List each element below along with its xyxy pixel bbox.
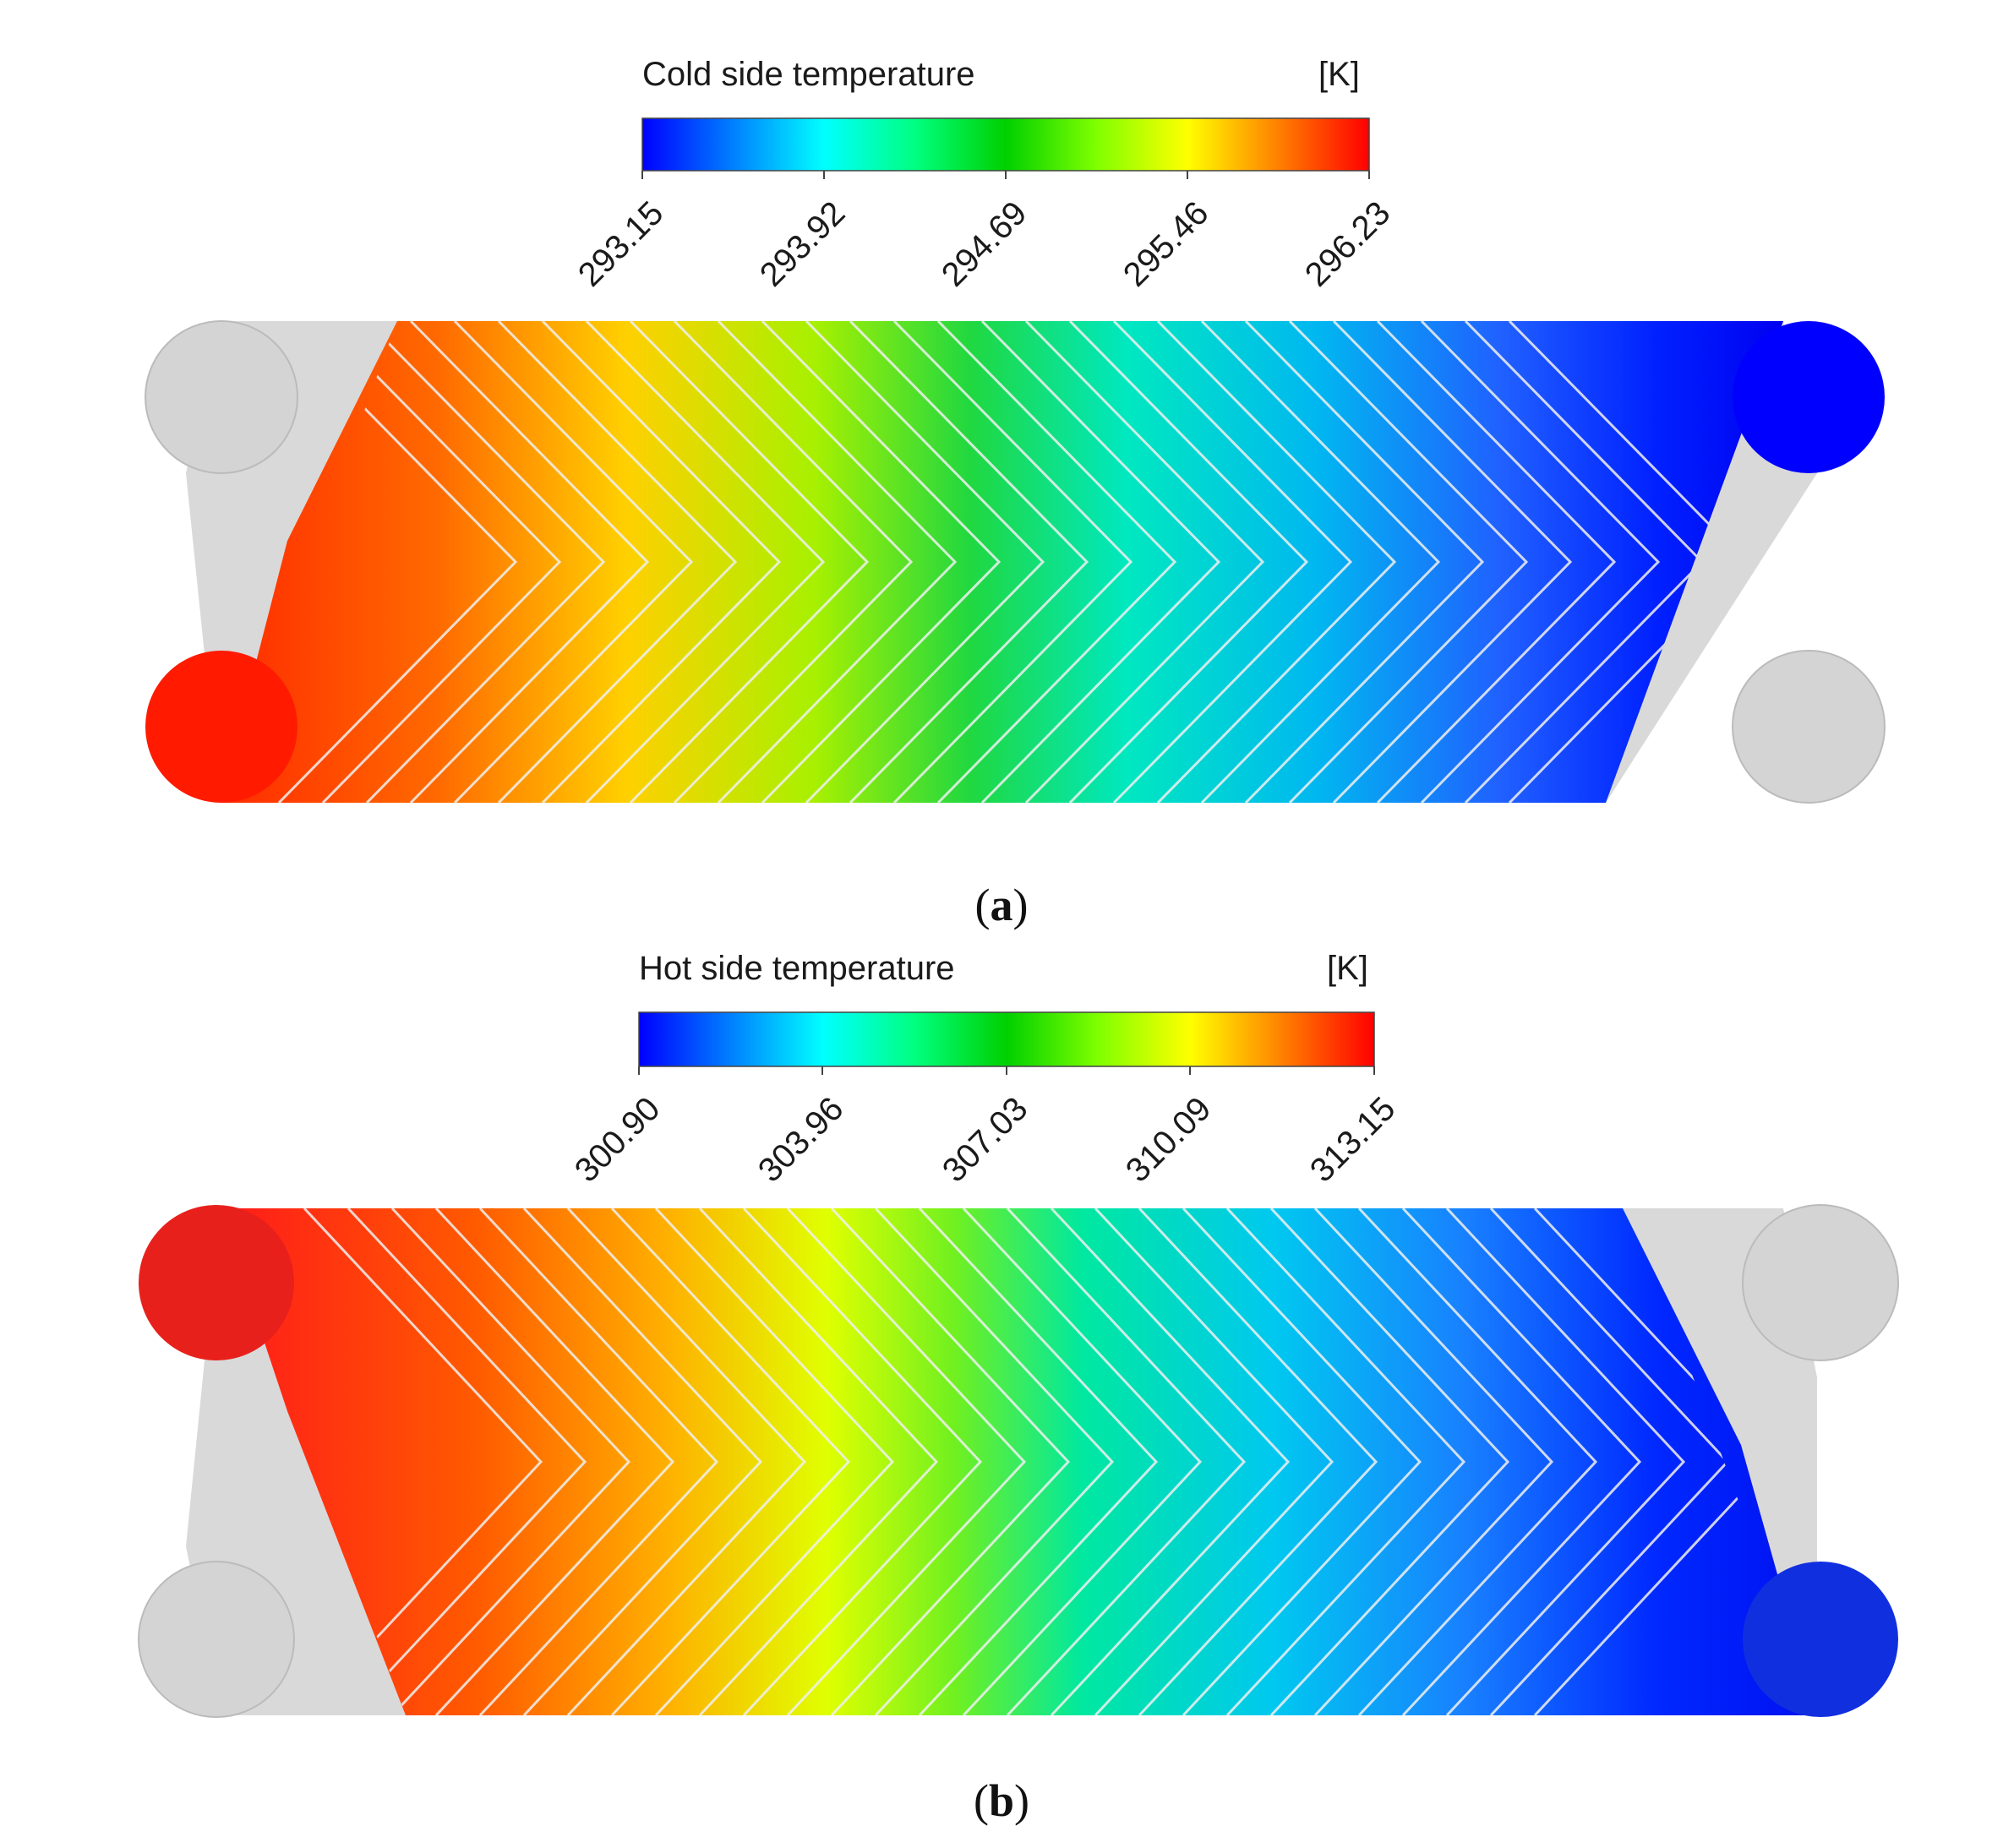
caption-a: (a) [974,880,1029,930]
chevron-ribs [303,1208,1773,1715]
temperature-field [220,321,1783,803]
panel-b-graphic [138,1011,1899,1718]
colorbar-unit: [K] [1327,950,1368,987]
panel-b: Hot side temperature [K] [0,938,2003,1848]
colorbar-title: Hot side temperature [639,950,955,987]
colorbar [641,117,1370,172]
panel-a-graphic [145,117,1886,804]
temperature-field [220,1208,1817,1715]
port-top-right [1742,1204,1899,1361]
panel-a: Cold side temperature [K] [145,56,1886,930]
port-top-left [139,1205,294,1360]
colorbar [638,1011,1375,1067]
port-top-left [145,320,298,474]
colorbar-title: Cold side temperature [642,56,975,93]
port-top-right [1733,321,1885,473]
port-bottom-right [1743,1562,1898,1717]
port-bottom-left [145,651,297,803]
port-bottom-left [138,1561,295,1718]
caption-b: (b) [973,1775,1029,1826]
colorbar-unit: [K] [1318,56,1360,93]
port-bottom-right [1732,650,1886,804]
